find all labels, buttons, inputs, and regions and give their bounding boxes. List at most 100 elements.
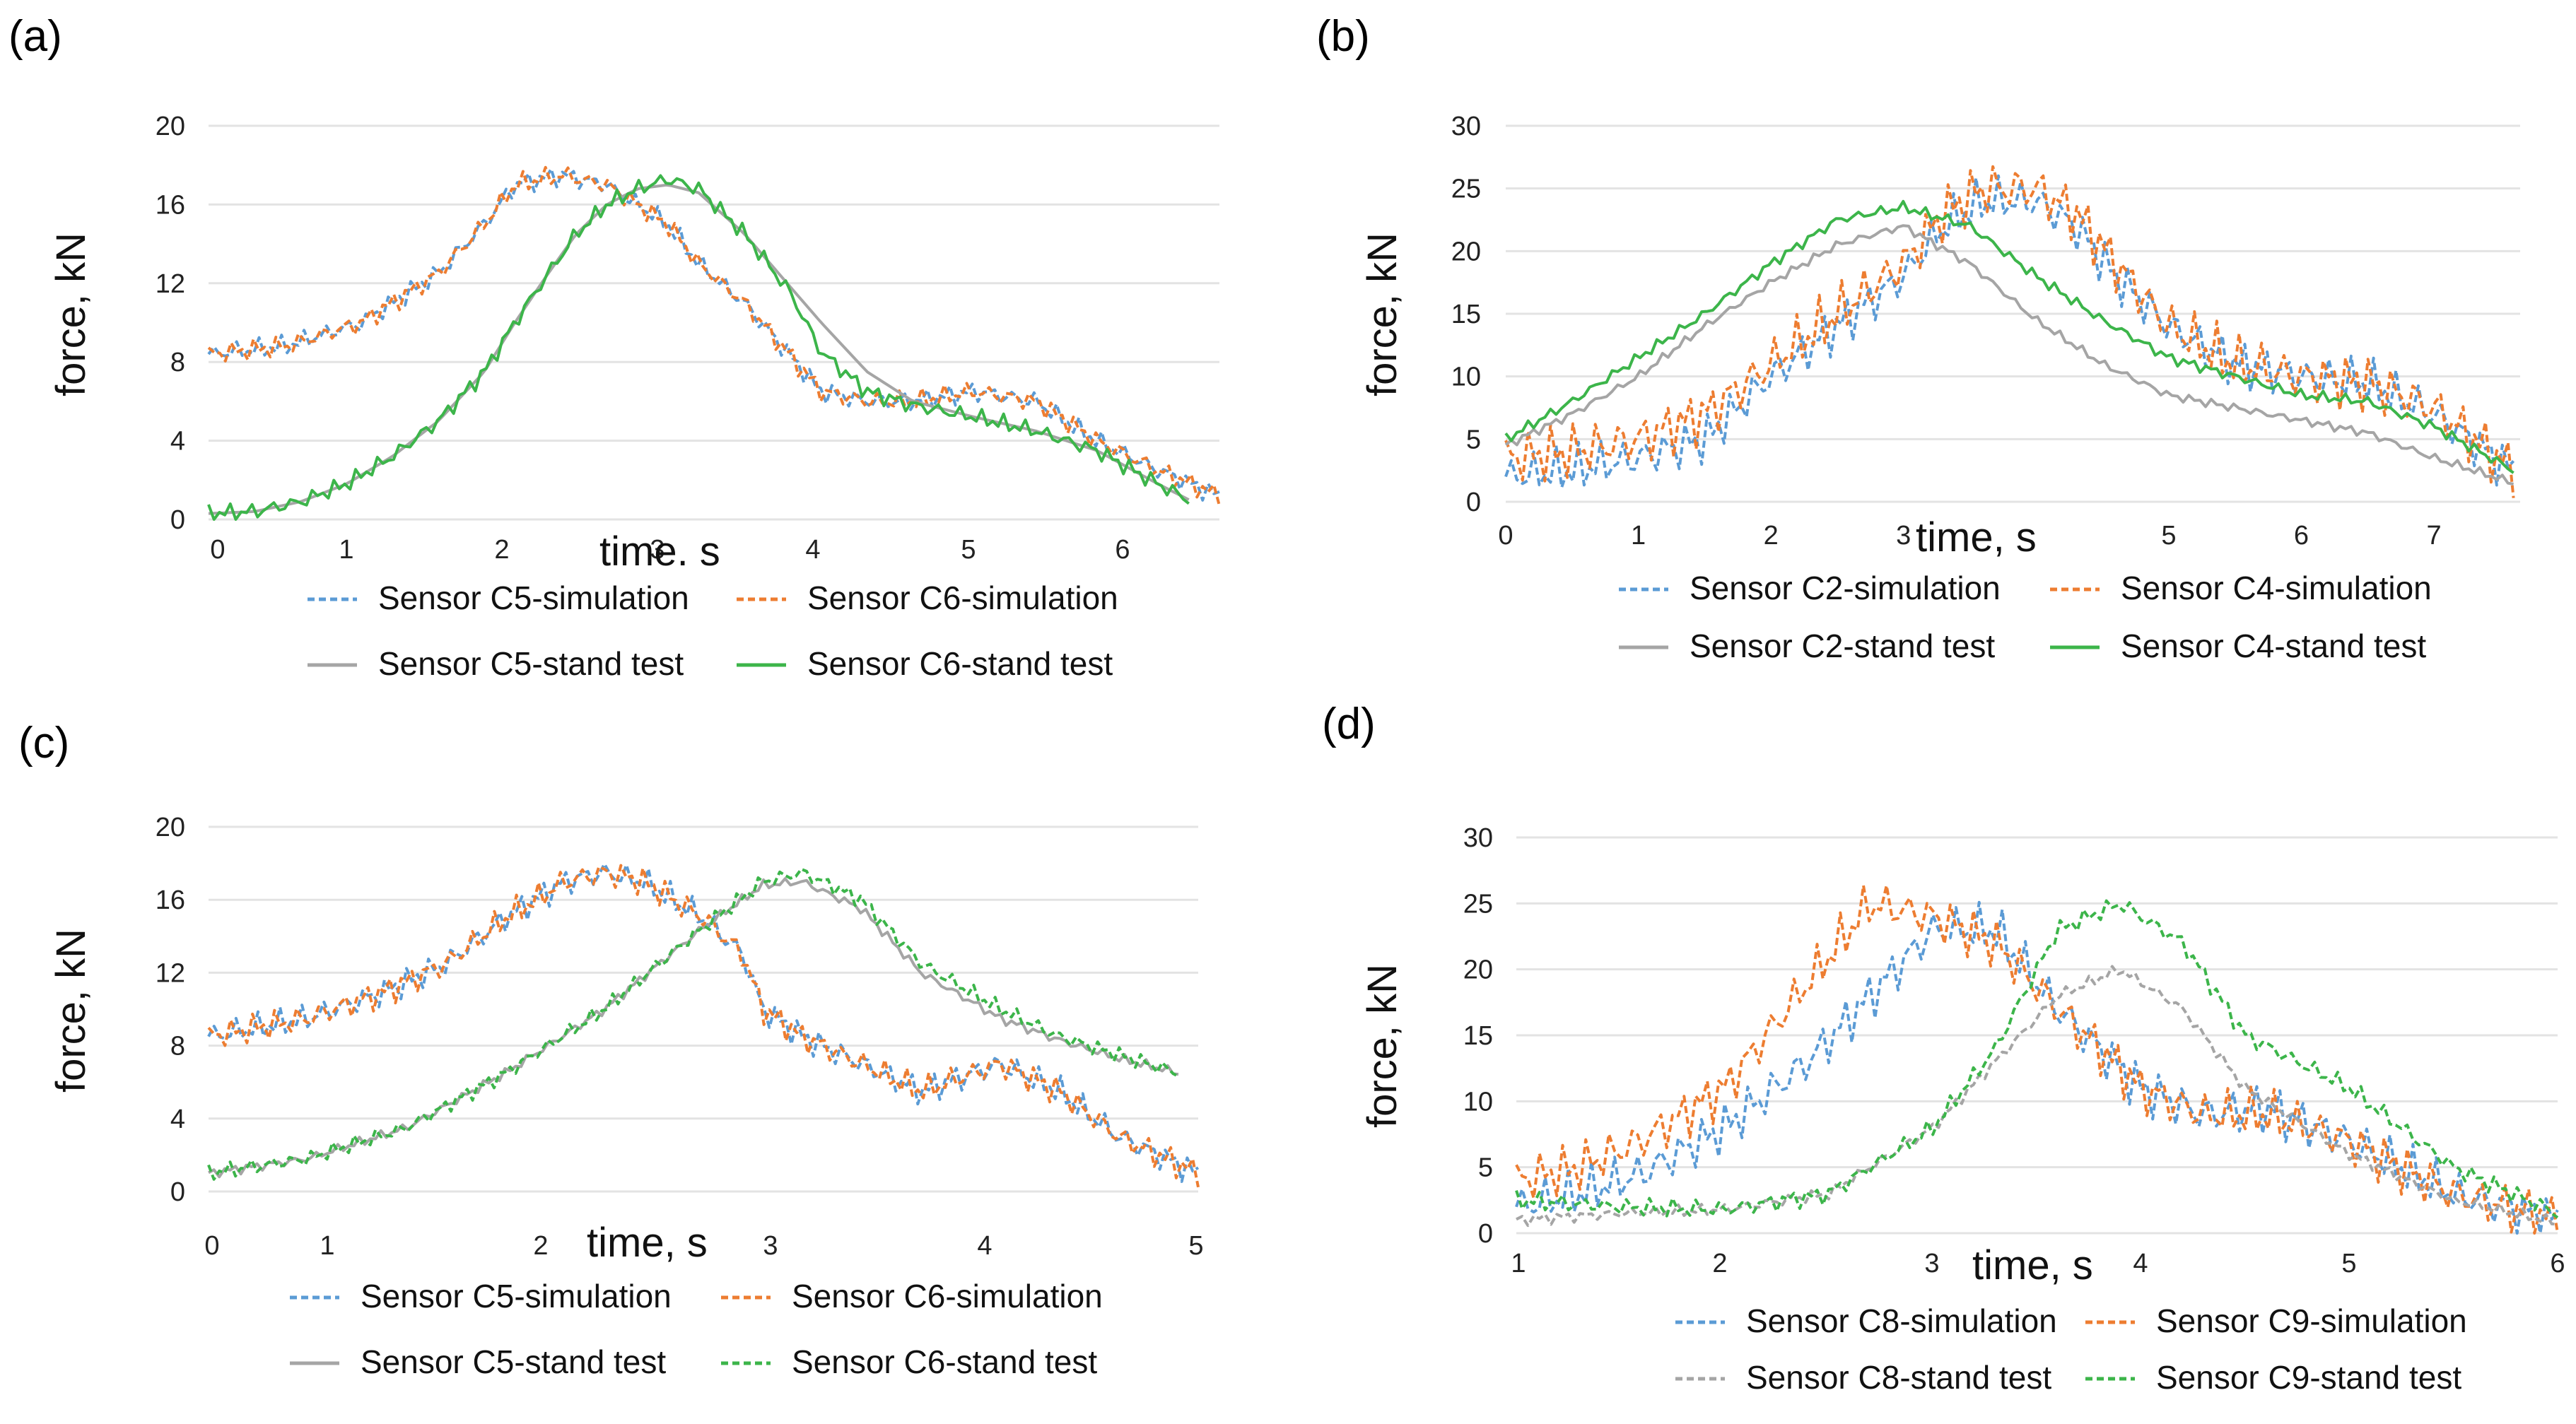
legend-label: Sensor C6-stand test bbox=[792, 1343, 1097, 1380]
x-tick-label: 5 bbox=[2341, 1249, 2356, 1278]
x-tick-label: 1 bbox=[339, 535, 353, 565]
y-axis-title: force, kN bbox=[1359, 964, 1405, 1128]
series-line bbox=[207, 165, 1221, 507]
x-axis-title: time. s bbox=[599, 529, 720, 575]
x-tick-label: 0 bbox=[210, 535, 225, 565]
x-tick-label: 2 bbox=[494, 535, 509, 565]
x-tick-label: 2 bbox=[533, 1231, 548, 1261]
legend-label: Sensor C8-stand test bbox=[1746, 1359, 2051, 1396]
series-line bbox=[1515, 899, 2559, 1219]
y-tick-label: 10 bbox=[1451, 363, 1481, 392]
series-line bbox=[208, 877, 1179, 1179]
chart-panel: (d) 0 5 10 15 20 25 30 1 2 3 4 5 6 time, s force, kN Sen… bbox=[1322, 700, 2565, 1396]
y-tick-label: 0 bbox=[170, 505, 185, 535]
y-tick-label: 12 bbox=[156, 958, 185, 988]
series-line bbox=[208, 183, 1190, 515]
x-tick-label: 0 bbox=[1498, 521, 1513, 551]
legend-label: Sensor C8-simulation bbox=[1746, 1302, 2057, 1339]
series-line bbox=[207, 867, 1179, 1181]
x-tick-label: 6 bbox=[2550, 1249, 2565, 1278]
series-line bbox=[1515, 900, 2559, 1235]
legend-label: Sensor C2-stand test bbox=[1690, 628, 1995, 664]
series-line bbox=[1516, 965, 2558, 1228]
x-tick-label: 4 bbox=[2133, 1249, 2148, 1278]
x-tick-label: 3 bbox=[650, 535, 665, 565]
x-tick-label: 2 bbox=[1712, 1249, 1727, 1278]
x-tick-label: 1 bbox=[1511, 1249, 1526, 1278]
x-tick-label: 3 bbox=[763, 1231, 778, 1261]
series-line bbox=[207, 167, 1220, 502]
y-tick-label: 5 bbox=[1478, 1153, 1493, 1183]
y-tick-label: 16 bbox=[156, 190, 185, 220]
panel-label: (b) bbox=[1316, 12, 1370, 61]
x-tick-label: 5 bbox=[1188, 1231, 1203, 1261]
y-tick-label: 8 bbox=[170, 1032, 185, 1061]
series-line bbox=[1504, 174, 2515, 489]
x-tick-label: 7 bbox=[2427, 521, 2442, 551]
y-tick-label: 5 bbox=[1466, 425, 1481, 454]
legend-label: Sensor C5-stand test bbox=[378, 645, 684, 682]
y-tick-label: 20 bbox=[156, 112, 185, 141]
panel-label: (d) bbox=[1322, 700, 1376, 748]
legend-label: Sensor C5-stand test bbox=[361, 1343, 666, 1380]
x-tick-label: 4 bbox=[977, 1231, 992, 1261]
x-tick-label: 6 bbox=[1115, 535, 1130, 565]
y-tick-label: 30 bbox=[1463, 823, 1493, 853]
y-tick-label: 16 bbox=[156, 885, 185, 915]
y-tick-label: 15 bbox=[1451, 300, 1481, 329]
y-tick-label: 0 bbox=[1466, 488, 1481, 517]
y-tick-label: 8 bbox=[170, 348, 185, 377]
x-tick-label: 6 bbox=[2294, 521, 2309, 551]
x-tick-label: 4 bbox=[805, 535, 820, 565]
series-line bbox=[1504, 224, 2514, 486]
legend-label: Sensor C4-stand test bbox=[2121, 628, 2426, 664]
series-line bbox=[207, 864, 1200, 1188]
legend-label: Sensor C9-simulation bbox=[2156, 1302, 2467, 1339]
x-tick-label: 3 bbox=[1896, 521, 1911, 551]
y-tick-label: 4 bbox=[170, 427, 185, 457]
legend-label: Sensor C4-simulation bbox=[2121, 570, 2432, 606]
x-tick-label: 2 bbox=[1764, 521, 1779, 551]
y-tick-label: 0 bbox=[1478, 1219, 1493, 1249]
y-tick-label: 20 bbox=[1463, 955, 1493, 985]
y-tick-label: 15 bbox=[1463, 1021, 1493, 1051]
x-tick-label: 5 bbox=[2161, 521, 2176, 551]
series-line bbox=[1504, 199, 2514, 474]
legend-label: Sensor C2-simulation bbox=[1690, 570, 2001, 606]
x-tick-label: 5 bbox=[961, 535, 976, 565]
y-tick-label: 12 bbox=[156, 269, 185, 299]
x-tick-label: 3 bbox=[1924, 1249, 1939, 1278]
x-axis-title: time, s bbox=[1972, 1242, 2093, 1288]
y-axis-title: force, kN bbox=[1359, 233, 1405, 396]
series-line bbox=[207, 862, 1200, 1183]
y-tick-label: 20 bbox=[156, 813, 185, 842]
y-axis-title: force, kN bbox=[48, 929, 94, 1093]
y-tick-label: 4 bbox=[170, 1105, 185, 1134]
x-axis-title: time, s bbox=[587, 1220, 708, 1266]
legend-label: Sensor C6-simulation bbox=[807, 579, 1118, 616]
y-tick-label: 20 bbox=[1451, 237, 1481, 266]
series-line bbox=[207, 174, 1190, 521]
y-tick-label: 30 bbox=[1451, 112, 1481, 141]
panel-label: (c) bbox=[18, 719, 69, 767]
y-axis-title: force, kN bbox=[48, 233, 94, 396]
series-line bbox=[1515, 883, 2559, 1235]
legend-label: Sensor C6-stand test bbox=[807, 645, 1113, 682]
series-line bbox=[1504, 165, 2515, 498]
legend-label: Sensor C5-simulation bbox=[378, 579, 689, 616]
x-tick-label: 1 bbox=[1631, 521, 1646, 551]
panel-label: (a) bbox=[8, 12, 62, 61]
y-tick-label: 25 bbox=[1451, 175, 1481, 204]
legend-label: Sensor C5-simulation bbox=[361, 1278, 672, 1314]
x-tick-label: 0 bbox=[204, 1231, 219, 1261]
y-tick-label: 10 bbox=[1463, 1087, 1493, 1117]
x-axis-title: time, s bbox=[1916, 514, 2037, 560]
y-tick-label: 0 bbox=[170, 1177, 185, 1207]
y-tick-label: 25 bbox=[1463, 889, 1493, 919]
legend-label: Sensor C9-stand test bbox=[2156, 1359, 2461, 1396]
chart-panel: (b) 0 5 10 15 20 25 30 0 1 2 3 5 6 7 time, s force, kN Se… bbox=[1316, 12, 2520, 664]
x-tick-label: 1 bbox=[320, 1231, 334, 1261]
